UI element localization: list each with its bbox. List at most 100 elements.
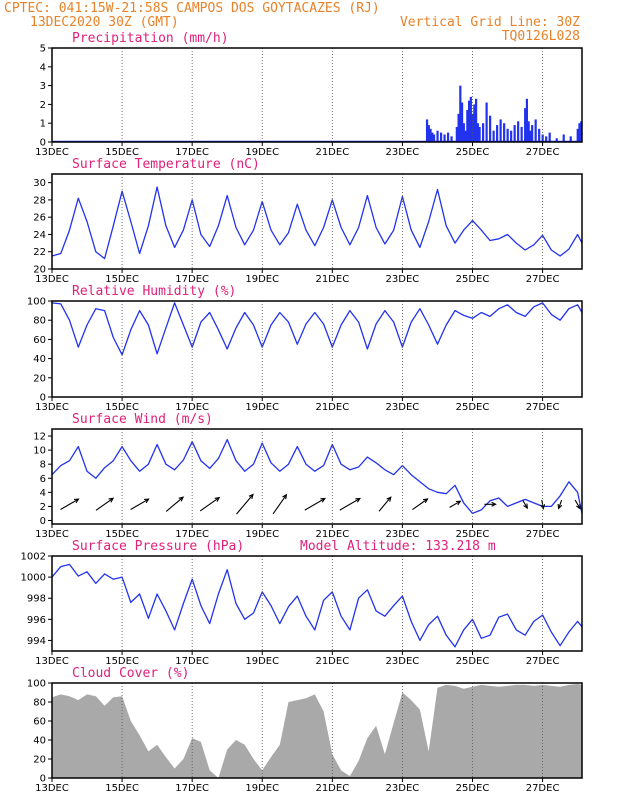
pressure-x-tick-label: 25DEC xyxy=(456,656,490,667)
precip-bar xyxy=(467,100,471,142)
precip-bar xyxy=(476,123,479,142)
pressure-x-tick-label: 15DEC xyxy=(105,656,139,667)
rh-x-tick-label: 21DEC xyxy=(315,402,349,413)
rh-x-tick-label: 17DEC xyxy=(175,402,209,413)
wind-arrow-head xyxy=(540,504,546,510)
rh-y-tick-label: 100 xyxy=(27,297,46,308)
wind-arrow xyxy=(574,499,581,510)
wind-frame xyxy=(51,428,583,525)
precip-bar xyxy=(455,126,458,142)
cloud-y-tick-label: 60 xyxy=(33,717,46,728)
wind-arrow xyxy=(130,498,150,510)
precip-bar xyxy=(538,128,541,142)
precip-x-tick-label: 19DEC xyxy=(245,147,279,158)
wind-x-tick-label: 17DEC xyxy=(175,529,209,540)
precip-frame xyxy=(51,47,583,143)
wind-x-tick-label: 27DEC xyxy=(526,529,560,540)
precip-title: Precipitation (mm/h) xyxy=(72,31,229,46)
wind-arrow-shaft xyxy=(339,498,361,511)
wind-arrow-shaft xyxy=(412,498,428,511)
precip-bar xyxy=(460,102,464,142)
wind-arrow xyxy=(378,496,392,512)
rh-panel: Relative Humidity (%) 0 20 40 60 80 100 13DEC 15… xyxy=(27,284,583,413)
precip-x-tick-label: 25DEC xyxy=(456,147,490,158)
wind-x-tick-label: 25DEC xyxy=(456,529,490,540)
temp-y-tick-label: 28 xyxy=(33,195,46,206)
wind-x-tick-label: 21DEC xyxy=(315,529,349,540)
pressure-y-tick-label: 994 xyxy=(27,636,46,647)
wind-y-tick-label: 6 xyxy=(40,474,46,485)
wind-arrow xyxy=(522,500,528,510)
wind-x-tick-label: 15DEC xyxy=(105,529,139,540)
precip-bar xyxy=(459,85,462,142)
temp-x-tick-label: 23DEC xyxy=(386,274,420,285)
temp-y-tick-label: 24 xyxy=(33,230,46,241)
wind-arrow-shaft xyxy=(522,500,528,509)
wind-title: Surface Wind (m/s) xyxy=(72,412,213,427)
precip-bar xyxy=(473,104,476,142)
wind-arrow xyxy=(199,496,221,512)
pressure-y-tick-label: 996 xyxy=(27,615,46,626)
cloud-y-tick-label: 20 xyxy=(33,755,46,766)
cloud-y-tick-label: 100 xyxy=(27,679,46,690)
pressure-frame xyxy=(51,555,583,652)
wind-arrow-head xyxy=(214,496,221,502)
wind-arrow-head xyxy=(523,503,528,510)
cloud-x-tick-label: 21DEC xyxy=(315,783,349,794)
precip-bar xyxy=(576,128,579,142)
wind-x-tick-label: 19DEC xyxy=(245,529,279,540)
pressure-y-tick-label: 1000 xyxy=(21,573,46,584)
cloud-y-tick-label: 80 xyxy=(33,698,46,709)
precip-bar xyxy=(466,110,469,142)
precip-bar xyxy=(457,113,460,142)
precip-bar xyxy=(524,108,527,142)
cloud-x-tick-label: 27DEC xyxy=(526,783,560,794)
precip-bar xyxy=(569,136,572,142)
pressure-x-tick-label: 17DEC xyxy=(175,656,209,667)
precip-bar xyxy=(439,132,443,142)
precip-bar xyxy=(578,123,581,142)
wind-arrow-shaft xyxy=(378,496,392,512)
precip-y-tick-label: 2 xyxy=(40,100,46,111)
cloud-x-tick-label: 13DEC xyxy=(35,783,69,794)
rh-y-tick-label: 0 xyxy=(40,393,46,404)
pressure-x-tick-label: 21DEC xyxy=(315,656,349,667)
precip-bar xyxy=(427,125,430,142)
precip-bar xyxy=(555,138,558,142)
rh-y-tick-label: 80 xyxy=(33,316,46,327)
wind-x-tick-label: 23DEC xyxy=(386,529,420,540)
precip-x-tick-label: 17DEC xyxy=(175,147,209,158)
precip-bar xyxy=(443,134,446,142)
wind-arrow-shaft xyxy=(236,494,254,515)
wind-arrow-head xyxy=(386,496,392,502)
pressure-x-tick-label: 23DEC xyxy=(386,656,420,667)
rh-title: Relative Humidity (%) xyxy=(72,284,236,299)
temp-y-tick-label: 20 xyxy=(33,265,46,276)
temp-x-tick-label: 19DEC xyxy=(245,274,279,285)
temp-y-tick-label: 26 xyxy=(33,213,46,224)
precip-bar xyxy=(471,113,474,142)
wind-arrow-head xyxy=(108,497,115,503)
wind-arrow xyxy=(484,501,497,507)
precip-bar xyxy=(462,123,465,142)
wind-arrow-head xyxy=(282,493,288,500)
precip-x-tick-label: 27DEC xyxy=(526,147,560,158)
precip-y-tick-label: 4 xyxy=(40,62,46,73)
pressure-line xyxy=(51,563,583,648)
wind-y-tick-label: 2 xyxy=(40,502,46,513)
wind-arrow-head xyxy=(355,497,361,503)
wind-arrow-head xyxy=(73,498,80,504)
rh-x-tick-label: 19DEC xyxy=(245,402,279,413)
wind-arrow-shaft xyxy=(449,500,461,508)
wind-arrow-head xyxy=(422,498,429,504)
temp-y-tick-label: 30 xyxy=(33,178,46,189)
pressure-y-tick-label: 1002 xyxy=(21,552,46,563)
precip-bar xyxy=(580,121,583,142)
wind-arrow-shaft xyxy=(272,494,287,515)
precip-bar xyxy=(562,134,565,142)
wind-arrow xyxy=(236,493,254,515)
temp-title: Surface Temperature (nC) xyxy=(72,157,260,172)
wind-arrow xyxy=(412,498,429,511)
wind-panel: Surface Wind (m/s) 0 2 4 6 8 10 12 13DEC 15DEC 17D… xyxy=(33,412,583,540)
